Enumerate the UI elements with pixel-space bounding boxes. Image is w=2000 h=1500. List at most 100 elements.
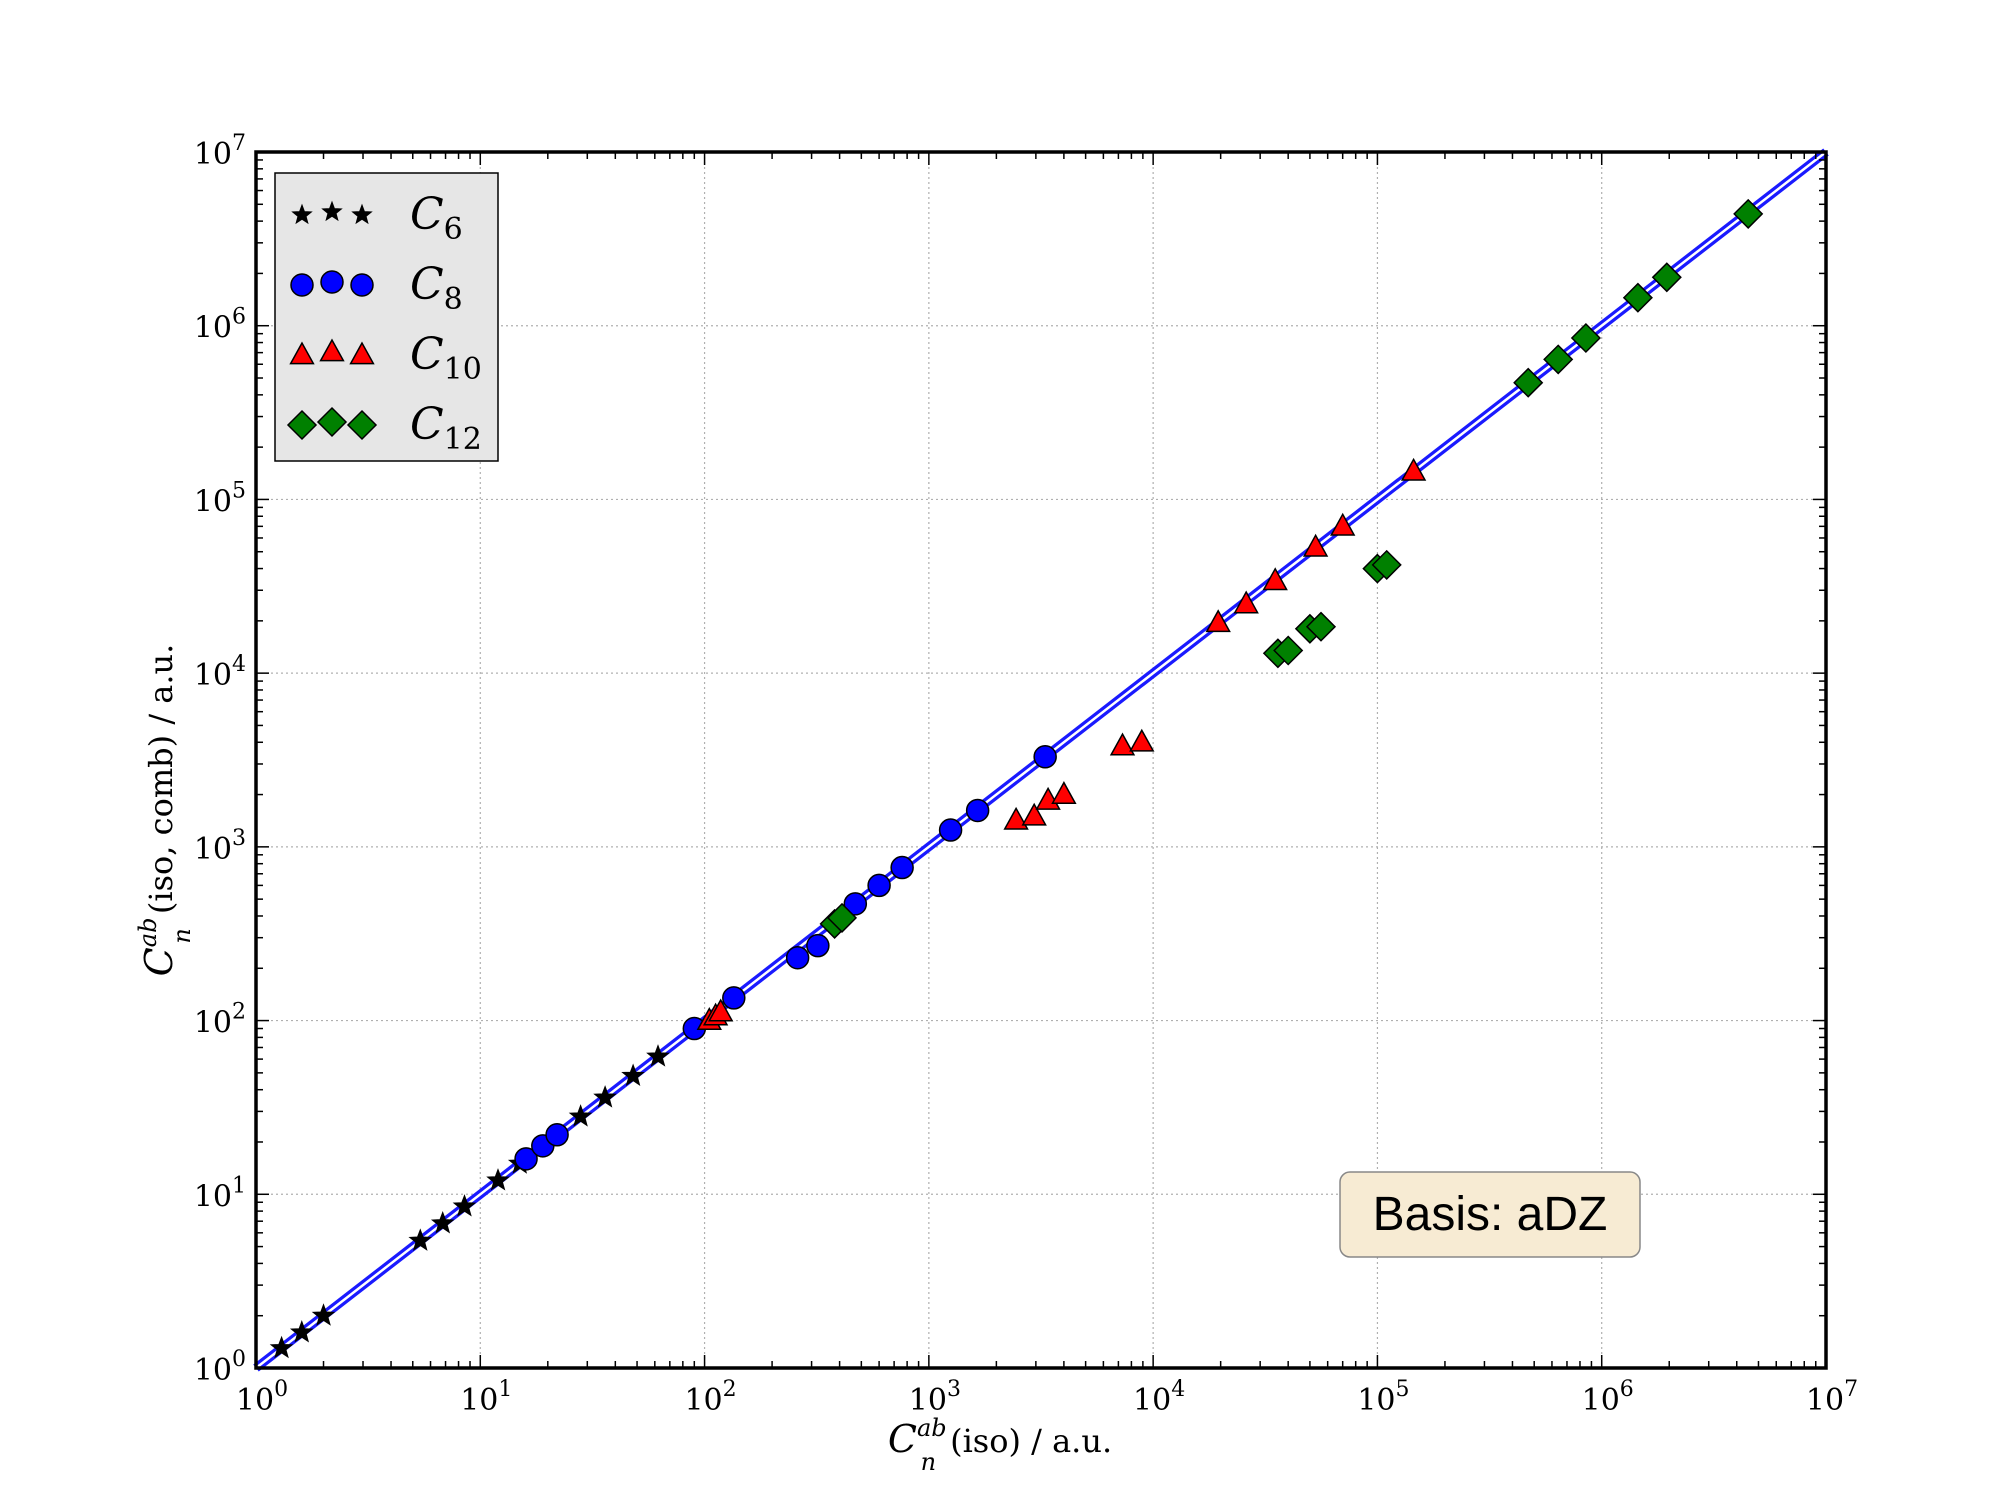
legend-label: C10: [410, 329, 482, 387]
data-point: [806, 933, 830, 958]
y-axis-label-sup: ab: [134, 918, 162, 948]
data-point: [1302, 533, 1329, 557]
data-point: [452, 1194, 477, 1217]
y-tick-label: 101: [194, 1173, 246, 1214]
basis-annotation: Basis: aDZ: [1339, 1171, 1641, 1258]
data-point: [722, 986, 746, 1010]
y-tick-label: 102: [194, 1000, 246, 1041]
data-point: [938, 818, 963, 842]
y-axis-label: Cab n (iso, comb) / a.u.: [134, 644, 196, 977]
data-point: [289, 1320, 314, 1343]
legend-marker: [290, 273, 314, 297]
data-point: [408, 1228, 433, 1251]
y-tick-label: 103: [194, 826, 246, 867]
data-point: [1129, 728, 1155, 752]
data-point: [514, 1147, 538, 1171]
data-point: [1651, 262, 1682, 293]
data-point: [1021, 802, 1047, 826]
data-point: [1570, 322, 1601, 354]
y-tick-label: 100: [194, 1347, 246, 1388]
series-C12: [819, 198, 1764, 939]
legend-marker: [350, 273, 374, 297]
legend-marker: [351, 203, 373, 225]
data-point: [1273, 635, 1304, 666]
y-axis-label-rest: (iso, comb) / a.u.: [142, 644, 180, 914]
data-point: [621, 1063, 645, 1086]
x-axis-label-sup: ab: [917, 1414, 947, 1442]
data-point: [1109, 732, 1136, 756]
y-tick-label: 107: [194, 131, 246, 172]
data-point: [568, 1104, 593, 1127]
data-point: [965, 798, 990, 823]
legend-label: C12: [410, 399, 482, 457]
series-C8: [514, 745, 1057, 1171]
legend-marker: [286, 409, 318, 441]
y-axis-label-sub: n: [168, 928, 196, 943]
data-point: [1400, 457, 1427, 481]
x-tick-label: 106: [1582, 1377, 1634, 1418]
data-points: [269, 198, 1764, 1359]
data-point: [311, 1303, 336, 1326]
legend-item: C6: [291, 189, 463, 247]
tick-labels: 100 101 102 103 104 105 106 107 100 101 102 103 104 1…: [194, 131, 1858, 1418]
legend-marker: [289, 341, 315, 365]
x-axis-label-sub: n: [921, 1448, 936, 1476]
legend-item: C8: [290, 259, 463, 317]
legend-marker: [320, 270, 344, 294]
x-tick-label: 100: [236, 1377, 288, 1418]
data-point: [1051, 781, 1077, 804]
basis-annotation-text: Basis: aDZ: [1373, 1188, 1608, 1241]
data-point: [1513, 367, 1544, 398]
data-point: [1003, 806, 1029, 830]
legend-marker: [321, 200, 343, 222]
data-point: [486, 1168, 510, 1191]
data-point: [1330, 512, 1356, 536]
x-axis-label-rest: (iso) / a.u.: [950, 1422, 1112, 1460]
data-point: [1033, 745, 1057, 769]
data-point: [646, 1044, 670, 1067]
data-point: [826, 902, 858, 933]
x-tick-label: 105: [1357, 1377, 1409, 1418]
legend-marker: [316, 406, 348, 438]
y-tick-label: 105: [194, 478, 246, 519]
data-point: [890, 855, 914, 880]
data-point: [1262, 567, 1288, 591]
data-point: [843, 892, 868, 916]
data-point: [1233, 590, 1259, 614]
x-tick-label: 104: [1133, 1377, 1185, 1418]
axis-ticks: [255, 152, 1826, 1369]
data-point: [1305, 611, 1337, 642]
y-axis-label-base: C: [137, 947, 181, 976]
legend-marker: [319, 338, 345, 362]
legend-marker: [349, 341, 375, 365]
legend-label: C6: [410, 189, 463, 247]
data-point: [867, 873, 891, 898]
data-point: [1543, 344, 1574, 375]
series-C10: [696, 457, 1427, 1030]
legend: C6 C8 C10 C12: [274, 172, 499, 462]
x-axis-label: Cab n (iso) / a.u.: [888, 1414, 1112, 1476]
y-tick-label: 104: [194, 652, 246, 693]
legend-item: C10: [289, 329, 482, 387]
data-point: [430, 1210, 455, 1234]
x-tick-label: 102: [684, 1377, 736, 1418]
legend-label: C8: [410, 259, 463, 317]
data-point: [593, 1085, 617, 1108]
data-point: [545, 1123, 569, 1147]
data-point: [1733, 198, 1764, 229]
data-point: [1371, 549, 1402, 580]
x-tick-label: 101: [460, 1377, 512, 1418]
data-point: [785, 945, 810, 970]
y-tick-label: 106: [194, 305, 246, 346]
data-point: [269, 1335, 294, 1359]
plot-frame: [254, 150, 1828, 1370]
data-point: [1622, 282, 1653, 313]
legend-marker: [346, 409, 378, 441]
legend-marker: [291, 203, 313, 225]
data-point: [1205, 609, 1231, 633]
legend-item: C12: [286, 399, 482, 457]
data-point: [708, 998, 734, 1022]
